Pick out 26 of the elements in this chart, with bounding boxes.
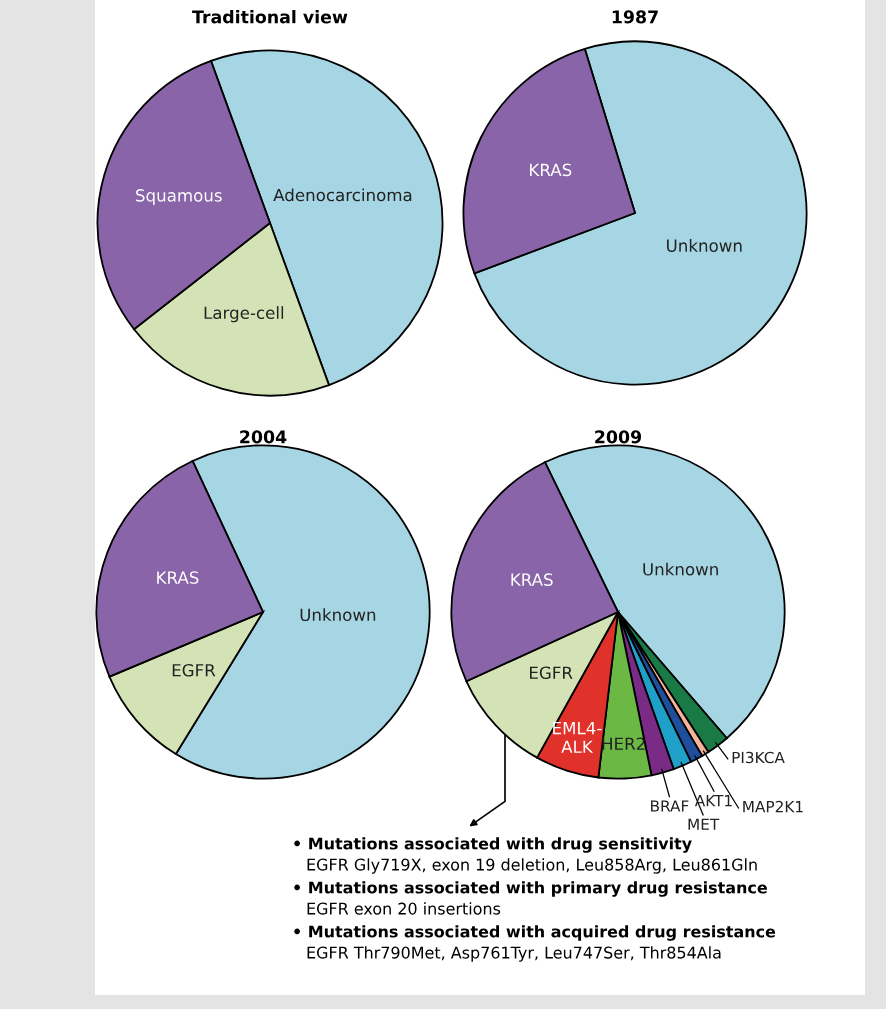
- slice-label: MET: [688, 818, 720, 830]
- text: EGFR Gly719X, exon 19 deletion, Leu858Arg, Leu861Gln: [307, 858, 757, 874]
- slice-label: Large-cell: [204, 306, 284, 323]
- text: • Mutations associated with primary drug resistance: [294, 881, 767, 897]
- slice-label: KRAS: [157, 571, 199, 584]
- text: • Mutations associated with drug sensitivity: [294, 837, 692, 853]
- slice-label: EGFR: [530, 666, 573, 680]
- slice-label: PI3KCA: [732, 751, 785, 764]
- chart-title: Traditional view: [192, 10, 348, 24]
- slice-label: Unknown: [667, 239, 742, 252]
- chart-title: 2004: [240, 430, 287, 444]
- slice-label: Unknown: [643, 562, 718, 576]
- slice-label: EML4- ALK: [553, 721, 602, 753]
- text: EGFR exon 20 insertions: [307, 902, 501, 915]
- slice-label: MAP2K1: [743, 800, 803, 813]
- slice-label: Squamous: [136, 189, 222, 205]
- text: EGFR Thr790Met, Asp761Tyr, Leu747Ser, Thr854Ala: [307, 946, 721, 962]
- slice-label: Adenocarcinoma: [273, 188, 412, 202]
- slice-label: BRAF: [651, 800, 689, 812]
- slice-label: Unknown: [300, 608, 376, 622]
- slice-label: KRAS: [530, 163, 572, 177]
- text: • Mutations associated with acquired drug resistance: [294, 925, 776, 941]
- chart-title: 1987: [612, 10, 658, 24]
- chart-title: 2009: [595, 430, 642, 444]
- slice-label: KRAS: [511, 573, 553, 586]
- slice-label: EGFR: [172, 663, 216, 677]
